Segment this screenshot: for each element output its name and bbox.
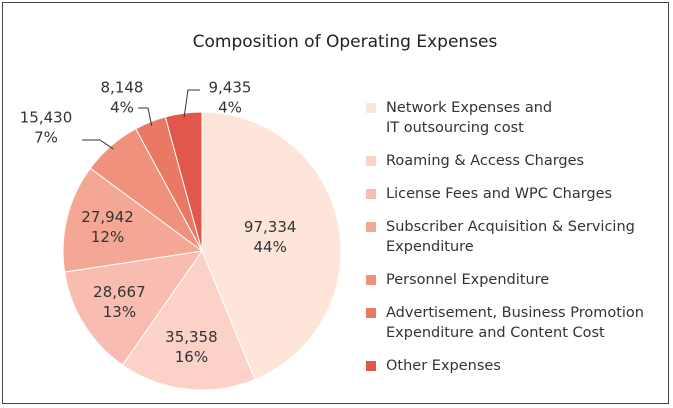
legend-swatch xyxy=(366,156,376,166)
pie-slice xyxy=(62,167,204,273)
pie-slice xyxy=(201,111,342,381)
legend-label: Advertisement, Business Promotion Expend… xyxy=(386,305,644,341)
leader-line xyxy=(183,89,200,118)
legend-item: Network Expenses and IT outsourcing cost xyxy=(366,98,666,138)
legend-swatch xyxy=(366,275,376,285)
frame xyxy=(2,2,669,404)
legend-item: Subscriber Acquisition & Servicing Expen… xyxy=(366,217,666,257)
percent-label: 4% xyxy=(218,99,242,117)
legend-swatch xyxy=(366,361,376,371)
legend-swatch xyxy=(366,222,376,232)
leader-line xyxy=(138,107,153,126)
legend-label: Network Expenses and IT outsourcing cost xyxy=(386,100,553,136)
pie-slice xyxy=(164,111,203,252)
legend-label: Subscriber Acquisition & Servicing Expen… xyxy=(386,219,635,255)
legend-swatch xyxy=(366,103,376,113)
legend-swatch xyxy=(366,308,376,318)
legend-item: Personnel Expenditure xyxy=(366,270,666,290)
pie-slice xyxy=(64,250,204,366)
percent-label: 12% xyxy=(91,228,124,246)
value-label: 15,430 xyxy=(20,109,73,127)
percent-label: 16% xyxy=(175,348,208,366)
leader-line xyxy=(82,139,114,150)
value-label: 28,667 xyxy=(93,283,146,301)
chart-title: Composition of Operating Expenses xyxy=(192,32,498,52)
value-label: 9,435 xyxy=(209,79,252,97)
legend-item: Other Expenses xyxy=(366,356,666,376)
pie-slice xyxy=(121,249,256,391)
percent-label: 4% xyxy=(110,99,134,117)
legend-label: Roaming & Access Charges xyxy=(386,153,585,169)
value-label: 27,942 xyxy=(81,208,134,226)
legend-item: Roaming & Access Charges xyxy=(366,151,666,171)
percent-label: 44% xyxy=(254,238,287,256)
legend-swatch xyxy=(366,189,376,199)
legend-label: Other Expenses xyxy=(386,358,501,374)
legend-label: Personnel Expenditure xyxy=(386,272,550,288)
value-label: 35,358 xyxy=(165,328,218,346)
legend-item: Advertisement, Business Promotion Expend… xyxy=(366,303,666,343)
legend: Network Expenses and IT outsourcing cost… xyxy=(366,98,666,376)
percent-label: 7% xyxy=(34,129,58,147)
percent-label: 13% xyxy=(103,303,136,321)
legend-label: License Fees and WPC Charges xyxy=(386,186,613,202)
value-label: 8,148 xyxy=(101,79,144,97)
legend-item: License Fees and WPC Charges xyxy=(366,184,666,204)
value-label: 97,334 xyxy=(244,218,297,236)
